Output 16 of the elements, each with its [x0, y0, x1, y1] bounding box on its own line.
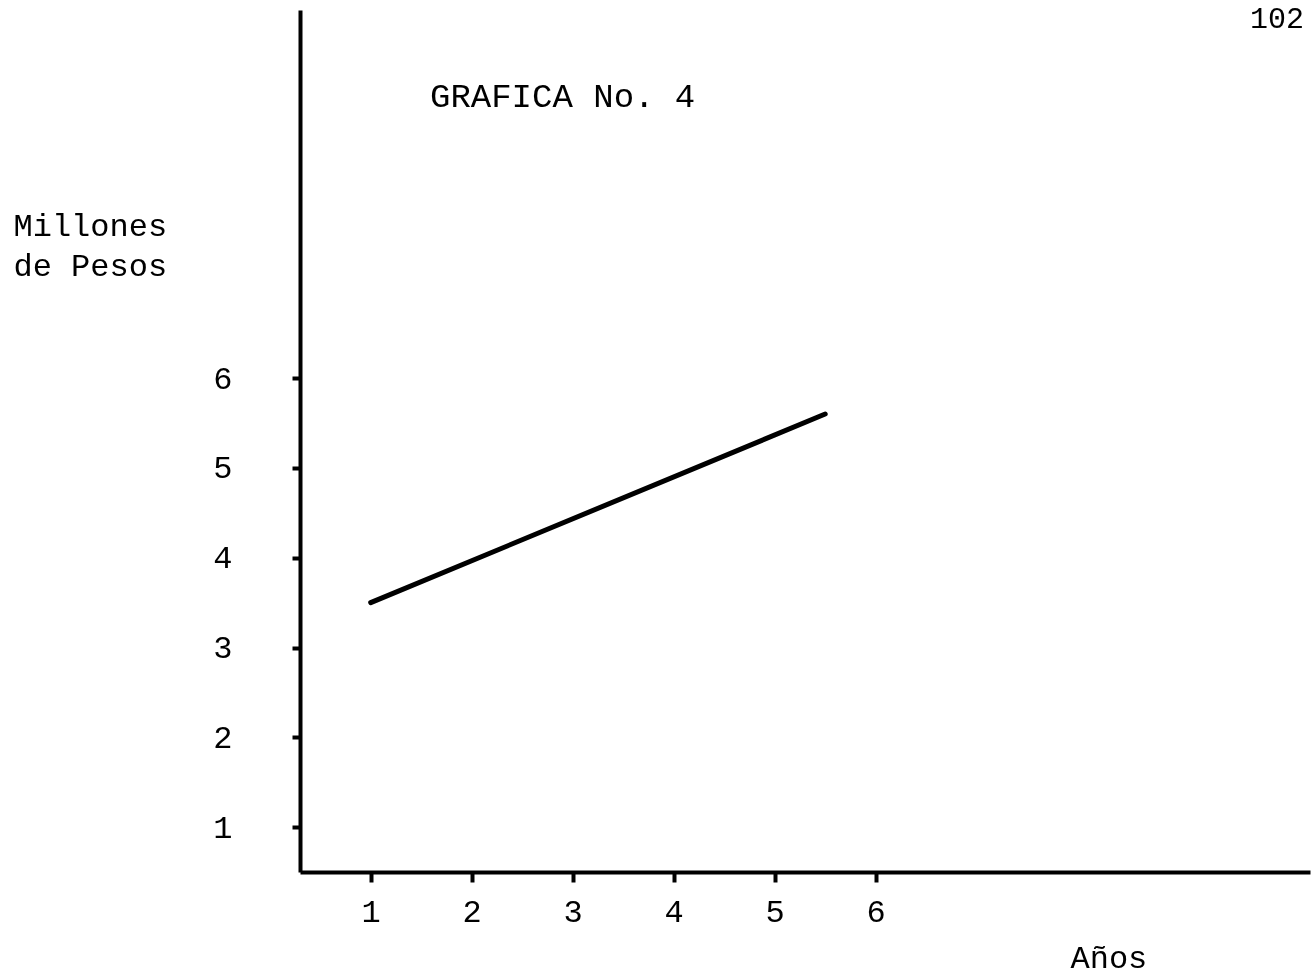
y-axis-title: Millones de Pesos	[13, 208, 168, 286]
y-tick-label: 5	[213, 451, 233, 489]
x-tick-label: 6	[866, 894, 886, 932]
x-tick-label: 1	[361, 894, 381, 932]
y-tick-label: 3	[213, 631, 233, 669]
y-tick-label: 6	[213, 361, 233, 399]
x-tick-label: 3	[563, 894, 583, 932]
annotation: 102	[1250, 3, 1305, 37]
x-tick-label: 2	[462, 894, 482, 932]
x-axis-title: Años	[1070, 940, 1148, 971]
text: GRAFICA No. 4	[430, 79, 696, 117]
x-tick-label: 5	[765, 894, 785, 932]
x-tick-label: 4	[664, 894, 684, 932]
y-tick-label: 4	[213, 541, 233, 579]
y-tick-label: 2	[213, 720, 233, 758]
y-tick-label: 1	[213, 810, 233, 848]
